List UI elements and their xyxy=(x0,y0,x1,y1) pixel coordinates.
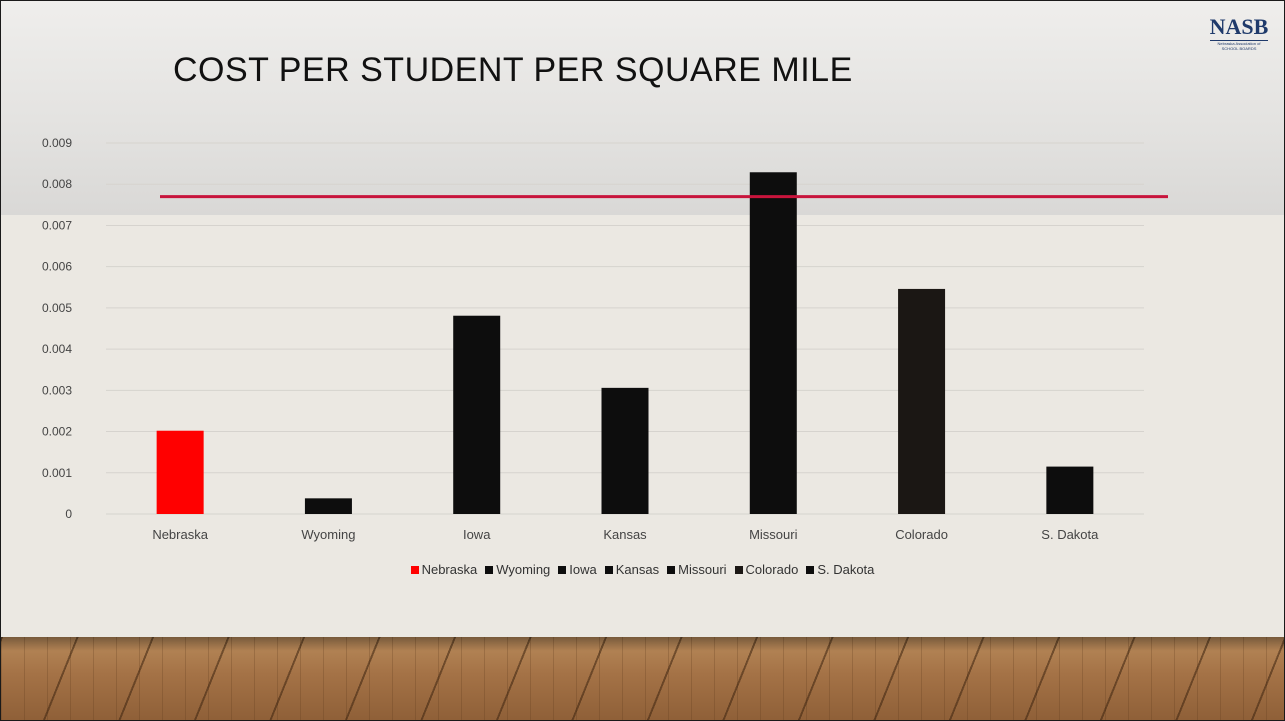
legend-swatch xyxy=(734,565,743,574)
legend-item: Colorado xyxy=(734,562,799,577)
y-tick-label: 0.008 xyxy=(42,177,72,191)
legend-label: Kansas xyxy=(615,562,660,577)
legend-item: Kansas xyxy=(604,562,660,577)
y-tick-label: 0.004 xyxy=(42,342,72,356)
y-axis-ticks: 0 0.001 0.002 0.003 0.004 0.005 0.006 0.007 0.00… xyxy=(42,136,72,521)
bar-colorado xyxy=(898,288,946,514)
legend-item: Iowa xyxy=(558,562,597,577)
legend-item: Missouri xyxy=(667,562,727,577)
legend-label: Iowa xyxy=(569,562,597,577)
header-band xyxy=(1,1,1284,215)
bar-nebraska xyxy=(156,430,204,514)
legend-item: Wyoming xyxy=(485,562,550,577)
legend-label: Nebraska xyxy=(421,562,478,577)
legend-label: S. Dakota xyxy=(817,562,875,577)
y-tick-label: 0.005 xyxy=(42,301,72,315)
bar-kansas xyxy=(601,387,649,514)
logo-text: NASB xyxy=(1209,14,1269,39)
bars xyxy=(156,172,1094,515)
bar-s-dakota xyxy=(1046,466,1094,514)
logo-subtitle-line1: Nebraska Association of xyxy=(1217,41,1261,46)
wood-floor-background xyxy=(1,637,1284,720)
floor-shadow xyxy=(1,637,1284,651)
x-tick-label: Colorado xyxy=(895,527,948,542)
x-tick-label: Missouri xyxy=(749,527,798,542)
bar-iowa xyxy=(453,315,501,514)
chart-legend: Nebraska Wyoming Iowa Kansas Missouri Colorad… xyxy=(0,562,1285,577)
logo-subtitle: Nebraska Association of SCHOOL BOARDS xyxy=(1204,41,1274,51)
legend-item: Nebraska xyxy=(410,562,478,577)
legend-label: Wyoming xyxy=(496,562,551,577)
legend-swatch xyxy=(604,565,613,574)
legend-swatch xyxy=(806,565,815,574)
y-tick-label: 0.001 xyxy=(42,466,72,480)
legend-item: S. Dakota xyxy=(806,562,874,577)
x-tick-label: Kansas xyxy=(603,527,647,542)
x-axis-ticks: Nebraska Wyoming Iowa Kansas Missouri Colorad… xyxy=(152,527,1099,542)
y-tick-label: 0.003 xyxy=(42,383,72,397)
x-tick-label: Wyoming xyxy=(301,527,355,542)
legend-swatch xyxy=(558,565,567,574)
legend-label: Colorado xyxy=(745,562,799,577)
logo-subtitle-line2: SCHOOL BOARDS xyxy=(1221,46,1257,51)
y-tick-label: 0.002 xyxy=(42,425,72,439)
y-tick-label: 0.007 xyxy=(42,218,72,232)
nasb-logo: NASB Nebraska Association of SCHOOL BOAR… xyxy=(1204,15,1274,55)
y-tick-label: 0 xyxy=(65,507,72,521)
bar-wyoming xyxy=(304,498,352,514)
legend-swatch xyxy=(410,565,419,574)
legend-swatch xyxy=(485,565,494,574)
x-tick-label: Iowa xyxy=(463,527,491,542)
legend-swatch xyxy=(667,565,676,574)
x-tick-label: Nebraska xyxy=(152,527,208,542)
x-tick-label: S. Dakota xyxy=(1041,527,1099,542)
bar-missouri xyxy=(749,172,797,515)
legend-label: Missouri xyxy=(678,562,727,577)
y-tick-label: 0.006 xyxy=(42,260,72,274)
slide-title: COST PER STUDENT PER SQUARE MILE xyxy=(173,51,853,89)
logo-rule xyxy=(1210,40,1268,41)
y-tick-label: 0.009 xyxy=(42,136,72,150)
